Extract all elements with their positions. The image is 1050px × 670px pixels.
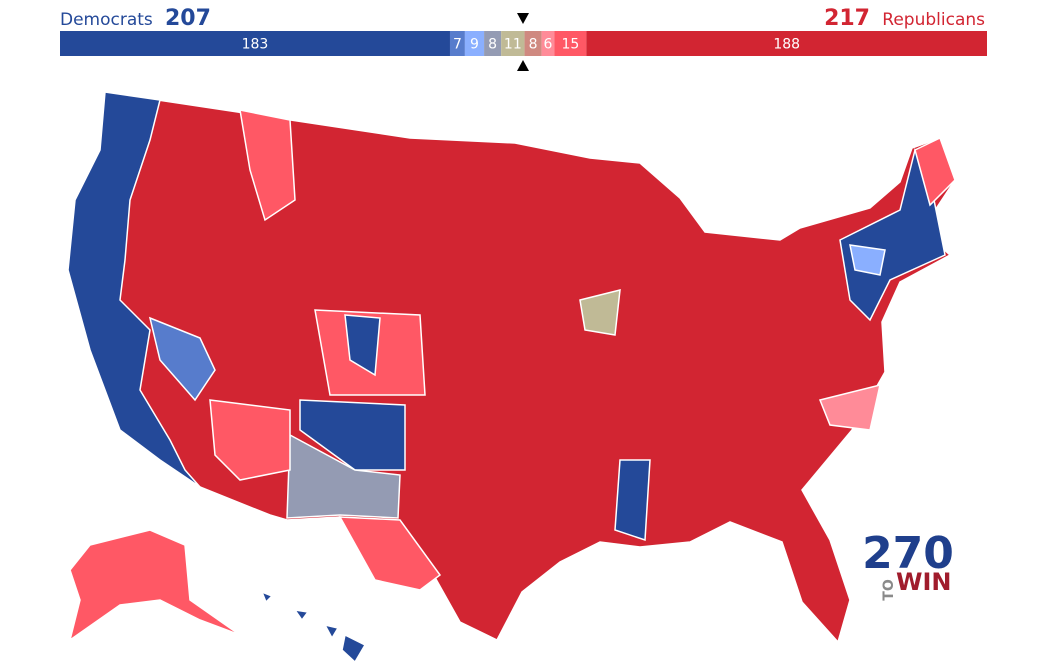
rep-total: 217 (824, 6, 870, 31)
northeast-dem (839, 147, 946, 322)
seat-count: 7 (453, 37, 462, 53)
new-mexico-dem (299, 399, 406, 471)
us-map (67, 91, 956, 664)
logo-to: TO (881, 579, 897, 601)
seat-count: 11 (504, 37, 522, 53)
seat-segment (464, 31, 485, 56)
seat-segment (484, 31, 502, 56)
logo-win: WIN (896, 568, 952, 596)
midpoint-arrow (517, 13, 529, 24)
logo-number: 270 (862, 528, 954, 579)
new-mexico-lean-dem (286, 433, 401, 519)
seat-bar: 183 7 9 8 11 8 6 15 188 (60, 31, 987, 56)
seat-count: 6 (544, 37, 553, 53)
seat-segment (524, 31, 542, 56)
midpoint-arrow (517, 60, 529, 71)
texas-lean-rep (338, 516, 442, 591)
seat-segment (60, 31, 450, 56)
seat-segment (449, 31, 465, 56)
colorado-dem (344, 314, 381, 377)
west-coast-dem (67, 91, 201, 488)
mississippi-dem (614, 459, 651, 542)
seat-count: 8 (488, 37, 497, 53)
dem-label: Democrats (60, 10, 153, 30)
dem-total: 207 (165, 6, 211, 31)
rep-label: Republicans (882, 10, 985, 30)
seat-segment (554, 31, 587, 56)
seat-count: 9 (470, 37, 479, 53)
north-carolina-tossup (818, 383, 881, 431)
seat-count: 183 (242, 37, 269, 53)
seat-segment (541, 31, 555, 56)
maine-tossup (914, 136, 956, 207)
iowa-tossup (579, 289, 621, 336)
seat-count: 15 (561, 37, 579, 53)
montana-tossup (239, 109, 296, 222)
alaska (68, 529, 241, 642)
seat-count: 8 (529, 37, 538, 53)
seat-segment (501, 31, 525, 56)
hawaii (260, 590, 367, 664)
logo: 270 TO WIN (862, 528, 954, 601)
seat-count: 188 (773, 37, 800, 53)
nevada-lean-dem (148, 316, 216, 402)
new-york-lean-dem (849, 244, 886, 276)
seat-segment (586, 31, 987, 56)
arizona-tossup (209, 399, 291, 481)
